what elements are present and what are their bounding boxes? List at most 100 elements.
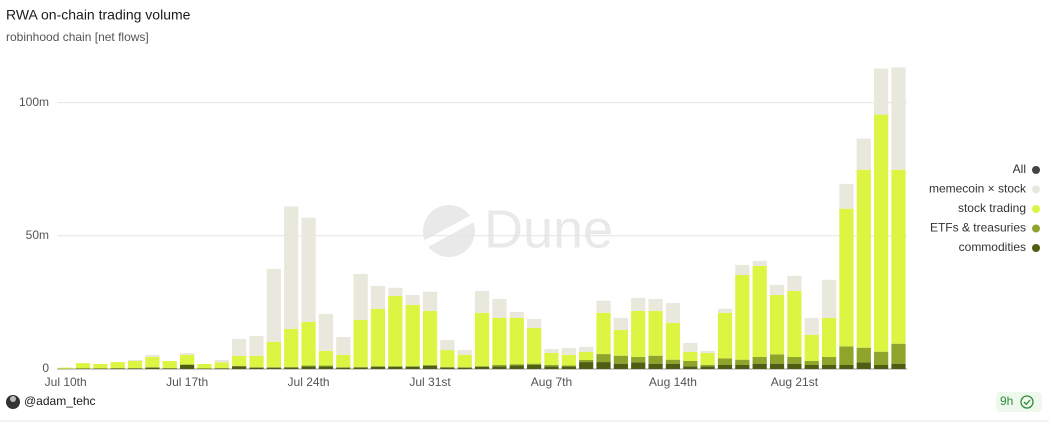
bar-segment xyxy=(874,351,889,366)
bar-segment xyxy=(665,359,681,364)
bar-segment xyxy=(180,364,195,366)
bar-segment xyxy=(422,291,438,311)
bar-segment xyxy=(110,362,125,369)
bar-segment xyxy=(821,357,837,366)
bar-segment xyxy=(145,367,160,368)
bar-segment xyxy=(58,367,73,369)
legend-label: stock trading xyxy=(958,201,1026,215)
bar-segment xyxy=(492,298,507,318)
bar-segment xyxy=(232,338,247,356)
bar-segment xyxy=(544,353,559,366)
bar-segment xyxy=(804,361,819,366)
bar-segment xyxy=(440,367,455,369)
legend-swatch xyxy=(1032,244,1040,252)
bar-segment xyxy=(232,355,247,366)
bar-segment xyxy=(631,362,646,369)
bar-segment xyxy=(752,265,767,358)
bar-segment xyxy=(700,350,715,354)
bar-segment xyxy=(266,268,281,342)
watermark-text: Dune xyxy=(484,199,613,259)
bar-segment xyxy=(579,359,594,363)
bar-segment xyxy=(405,366,420,369)
bar-segment xyxy=(579,351,594,360)
bar-segment xyxy=(370,285,386,309)
bar-segment xyxy=(856,169,871,348)
bar-segment xyxy=(145,367,160,369)
legend-label: All xyxy=(1013,162,1026,176)
bar-segment xyxy=(735,365,750,369)
bar-segment xyxy=(821,279,837,318)
bar-segment xyxy=(891,363,906,369)
bar-segment xyxy=(336,354,351,368)
bar-segment xyxy=(527,365,542,369)
bar-segment xyxy=(457,367,472,369)
bar-segment xyxy=(492,365,507,367)
bar-segment xyxy=(752,363,767,369)
author-handle[interactable]: @adam_tehc xyxy=(24,394,96,408)
bar-segment xyxy=(214,368,229,369)
bar-segment xyxy=(232,366,247,369)
bar-segment xyxy=(388,287,403,297)
bar-segment xyxy=(440,366,455,368)
bar-segment xyxy=(474,366,490,367)
bar-segment xyxy=(93,368,108,369)
bar-segment xyxy=(874,365,889,369)
bar-segment xyxy=(769,294,785,355)
bar-segment xyxy=(336,367,351,368)
bar-segment xyxy=(579,362,594,369)
x-tick-label: Jul 17th xyxy=(166,375,208,389)
bar-segment xyxy=(596,312,611,355)
bar-segment xyxy=(665,322,681,360)
bar-segment xyxy=(318,366,334,369)
bar-segment xyxy=(527,327,542,364)
bar-segment xyxy=(162,361,177,369)
bar-segment xyxy=(110,368,125,369)
bar-segment xyxy=(856,362,871,369)
bar-segment xyxy=(509,311,524,318)
bar-segment xyxy=(492,317,507,366)
bar-segment xyxy=(717,312,733,359)
bar-segment xyxy=(336,337,351,355)
bar-segment xyxy=(422,365,438,366)
bar-segment xyxy=(180,354,195,365)
bar-segment xyxy=(353,319,368,367)
bar-segment xyxy=(769,363,785,369)
watermark: Dune xyxy=(423,199,613,259)
chart-title: RWA on-chain trading volume xyxy=(6,7,191,23)
bar-segment xyxy=(353,366,368,368)
bar-segment xyxy=(596,362,611,369)
bar-segment xyxy=(717,358,733,366)
bar-segment xyxy=(93,363,108,369)
bar-segment xyxy=(735,264,750,275)
bar-segment xyxy=(353,273,368,320)
bar-segment xyxy=(284,367,299,369)
age-check xyxy=(1023,399,1031,406)
bar-segment xyxy=(683,366,698,369)
bar-segment xyxy=(856,138,871,170)
bar-segment xyxy=(388,366,403,369)
bar-segment xyxy=(891,67,906,170)
plot: 0 50m 100m Jul 10th Jul 17th Jul 24th Jul 31st… xyxy=(19,67,1040,389)
x-tick-label: Aug 14th xyxy=(649,375,697,389)
bar-segment xyxy=(370,308,386,367)
bar-segment xyxy=(284,329,299,367)
bar-segment xyxy=(180,365,195,369)
bar-segment xyxy=(232,365,247,367)
bar-segment xyxy=(613,355,628,364)
bar-segment xyxy=(700,365,715,367)
bar-segment xyxy=(509,365,524,369)
bar-segment xyxy=(700,366,715,369)
bar-segment xyxy=(804,317,819,335)
bar-segment xyxy=(457,354,472,368)
y-tick-label: 50m xyxy=(26,228,49,242)
bar-segment xyxy=(821,317,837,358)
bar-segment xyxy=(735,359,750,366)
bar-segment xyxy=(648,310,663,356)
bar-segment xyxy=(336,367,351,369)
bar-segment xyxy=(405,304,420,367)
bar-segment xyxy=(839,208,854,347)
bar-segment xyxy=(457,367,472,368)
bar-segment xyxy=(492,366,507,369)
bar-segment xyxy=(75,363,91,369)
